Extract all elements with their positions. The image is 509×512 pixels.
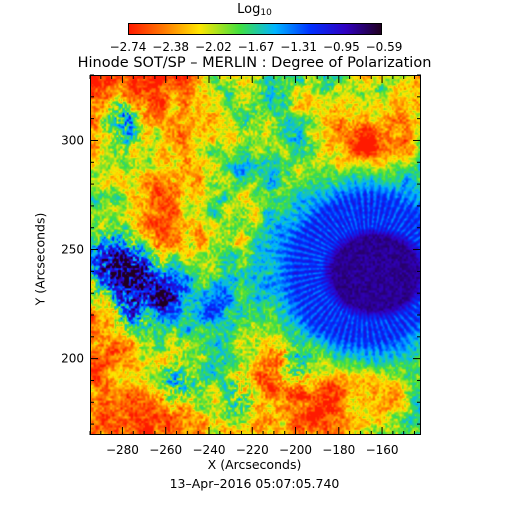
- colorbar-title-sub: 10: [260, 8, 272, 18]
- colorbar: [128, 23, 382, 35]
- colorbar-tick-labels: −2.74 −2.38 −2.02 −1.67 −1.31 −0.95 −0.59: [104, 40, 404, 54]
- x-tick-label: −280: [106, 443, 139, 457]
- x-tick-label: −240: [193, 443, 226, 457]
- colorbar-tick-label: −2.74: [109, 40, 147, 54]
- colorbar-title: Log10: [0, 2, 509, 18]
- x-tick-label: −220: [236, 443, 269, 457]
- x-axis-label: X (Arcseconds): [207, 457, 302, 472]
- x-tick-label: −260: [149, 443, 182, 457]
- y-tick-label: 200: [61, 352, 84, 366]
- colorbar-tick-label: −0.95: [322, 40, 360, 54]
- y-tick-label: 250: [61, 243, 84, 257]
- x-tick-label: −160: [366, 443, 399, 457]
- colorbar-tick-label: −2.02: [194, 40, 232, 54]
- colorbar-tick-label: −0.59: [365, 40, 403, 54]
- polarization-heatmap: [90, 75, 421, 435]
- colorbar-tick-label: −1.31: [280, 40, 318, 54]
- y-tick-label: 300: [61, 133, 84, 147]
- y-axis-label: Y (Arcseconds): [32, 212, 48, 306]
- x-tick-label: −180: [322, 443, 355, 457]
- colorbar-title-base: Log: [237, 2, 261, 17]
- colorbar-tick-label: −1.67: [237, 40, 275, 54]
- x-tick-label: −200: [279, 443, 312, 457]
- colorbar-tick-label: −2.38: [152, 40, 190, 54]
- chart-title: Hinode SOT/SP – MERLIN : Degree of Polar…: [77, 55, 432, 71]
- observation-timestamp: 13–Apr–2016 05:07:05.740: [169, 476, 340, 491]
